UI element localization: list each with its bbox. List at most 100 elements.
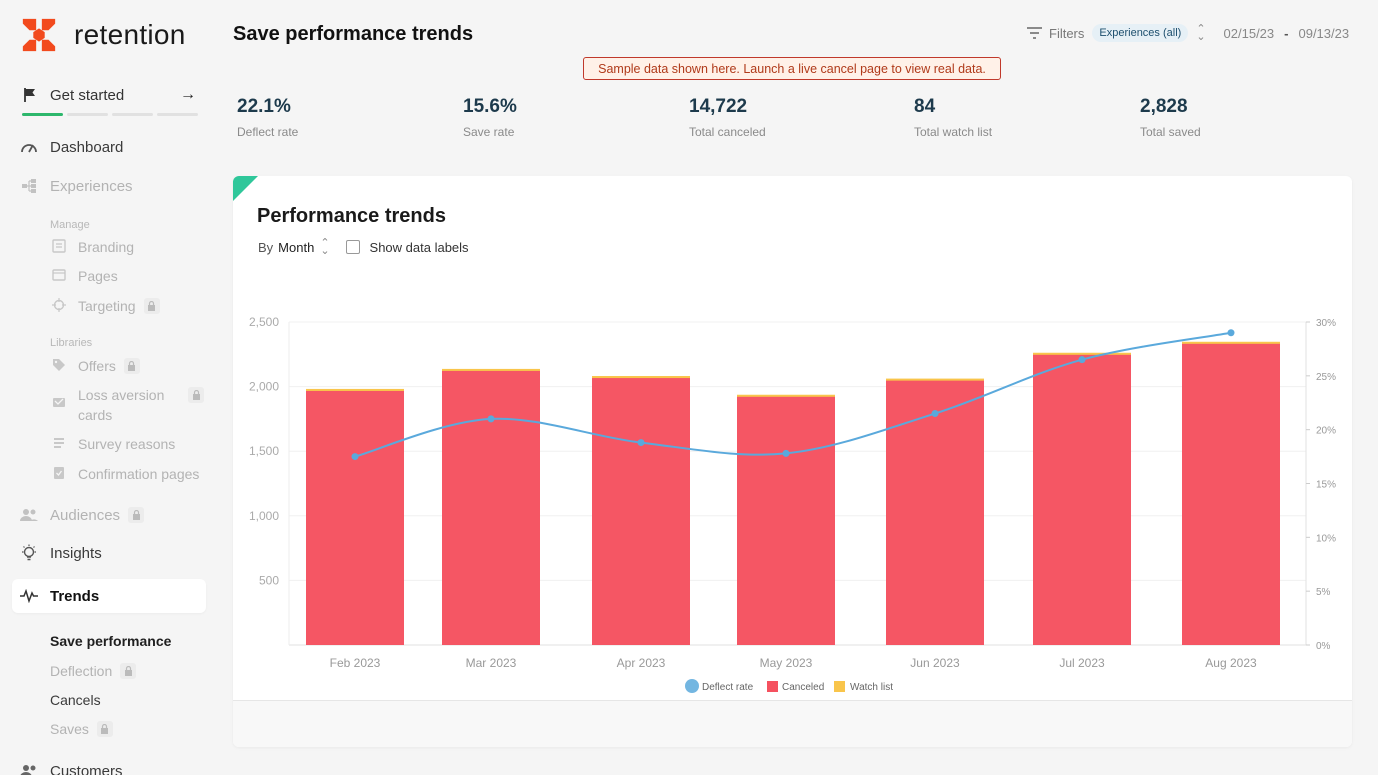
y-right-tick-label: 10%	[1316, 533, 1336, 544]
bar-watch-list	[442, 368, 540, 371]
sidebar-item-label: Confirmation pages	[78, 466, 200, 482]
performance-trends-card: Performance trends By Month ⌃ ⌄ Show data…	[233, 176, 1352, 747]
stat-label: Total saved	[1140, 125, 1201, 139]
bar-watch-list	[592, 376, 690, 379]
stat-value: 15.6%	[463, 96, 517, 117]
bar-watch-list	[306, 388, 404, 391]
stat-save-rate: 15.6% Save rate	[463, 96, 517, 139]
card-icon	[53, 398, 65, 407]
sidebar-item-label: Save performance	[50, 633, 172, 649]
sidebar-item-confirmation-pages[interactable]: Confirmation pages	[52, 464, 199, 484]
list-icon	[54, 438, 64, 448]
sidebar-subitem-saves[interactable]: Saves	[50, 721, 113, 737]
sidebar-item-loss-aversion-cards[interactable]: Loss aversion cards	[52, 385, 212, 425]
get-started-label: Get started	[50, 86, 125, 104]
card-title: Performance trends	[257, 205, 446, 227]
date-end[interactable]: 09/13/23	[1298, 25, 1350, 41]
point-deflect-rate	[1078, 356, 1086, 364]
sidebar-item-dashboard[interactable]: Dashboard	[20, 135, 123, 159]
sidebar-item-customers[interactable]: Customers	[20, 759, 123, 775]
performance-chart: 500 1,000 1,500 2,000 2,500 0% 5% 10% 15% 20% 25% 3…	[249, 315, 1336, 693]
sidebar-item-offers[interactable]: Offers	[52, 356, 140, 376]
x-tick-label: Jul 2023	[1059, 656, 1105, 670]
filters-label[interactable]: Filters	[1049, 25, 1085, 41]
get-started[interactable]: Get started →	[22, 84, 198, 116]
sidebar-item-insights[interactable]: Insights	[20, 541, 102, 565]
grouping-controls: By Month ⌃ ⌄ Show data labels	[258, 237, 469, 257]
people-icon	[20, 506, 38, 524]
sidebar-item-label: Dashboard	[50, 138, 124, 156]
y-left-tick-label: 1,000	[249, 509, 279, 523]
sidebar-subitem-cancels[interactable]: Cancels	[50, 692, 101, 708]
bar-canceled	[592, 377, 690, 645]
sidebar-item-label: Cancels	[50, 692, 101, 708]
stat-total-saved: 2,828 Total saved	[1140, 96, 1201, 139]
x-tick-label: Aug 2023	[1205, 656, 1257, 670]
sidebar-item-survey-reasons[interactable]: Survey reasons	[52, 434, 175, 454]
y-left-tick-label: 2,500	[249, 315, 279, 329]
point-deflect-rate	[351, 453, 359, 461]
stat-label: Deflect rate	[237, 125, 299, 139]
page-title: Save performance trends	[233, 23, 474, 45]
sidebar-item-branding[interactable]: Branding	[52, 237, 134, 257]
sidebar-item-label: Loss aversion cards	[78, 387, 165, 423]
date-start[interactable]: 02/15/23	[1223, 25, 1275, 41]
updown-icon[interactable]: ⌃ ⌄	[320, 237, 330, 257]
bar-watch-list	[1182, 341, 1280, 344]
point-deflect-rate	[782, 449, 790, 457]
sidebar-item-label: Targeting	[78, 298, 136, 314]
sidebar-item-label: Pages	[78, 268, 118, 284]
show-data-labels-checkbox[interactable]	[345, 240, 360, 254]
branding-icon	[52, 239, 66, 253]
stat-label: Save rate	[463, 125, 515, 139]
progress-step	[157, 113, 198, 116]
filters-bar[interactable]: Filters Experiences (all) ⌃ ⌄ 02/15/23 - …	[1027, 23, 1350, 43]
logo[interactable]: retention	[20, 16, 186, 54]
tag-icon	[53, 359, 65, 371]
updown-icon[interactable]: ⌃ ⌄	[1196, 23, 1206, 43]
pulse-icon	[20, 587, 38, 605]
lock-icon	[143, 298, 160, 314]
get-started-progress	[22, 113, 198, 116]
y-right-tick-label: 25%	[1316, 372, 1336, 383]
retention-logo-icon	[22, 18, 56, 52]
legend-swatch-deflect-rate	[685, 679, 699, 693]
sidebar-item-experiences[interactable]: Experiences	[20, 174, 133, 198]
sidebar-item-label: Trends	[50, 587, 100, 605]
stat-total-watch-list: 84 Total watch list	[914, 96, 992, 139]
y-left-tick-label: 2,000	[249, 380, 279, 394]
x-tick-label: Mar 2023	[466, 656, 517, 670]
stat-label: Total watch list	[914, 125, 993, 139]
bar-watch-list	[1033, 352, 1131, 355]
arrow-right-icon[interactable]: →	[180, 86, 196, 103]
bar-canceled	[442, 370, 540, 645]
by-label: By	[258, 239, 274, 255]
bar-watch-list	[737, 394, 835, 397]
x-tick-label: Feb 2023	[330, 656, 381, 670]
sidebar-item-label: Offers	[78, 358, 116, 374]
legend-label: Canceled	[782, 682, 824, 693]
sidebar-item-label: Audiences	[50, 506, 121, 524]
card-corner-accent	[233, 176, 258, 201]
stat-total-canceled: 14,722 Total canceled	[689, 96, 766, 139]
period-select[interactable]: Month	[278, 239, 315, 255]
sidebar-subitem-deflection[interactable]: Deflection	[50, 663, 137, 679]
document-check-icon	[54, 467, 64, 479]
sidebar-item-label: Experiences	[50, 177, 133, 195]
sidebar-item-label: Deflection	[50, 663, 113, 679]
sidebar-item-targeting[interactable]: Targeting	[52, 296, 160, 316]
progress-step	[112, 113, 153, 116]
y-right-tick-label: 0%	[1316, 641, 1331, 652]
show-data-labels-label[interactable]: Show data labels	[369, 239, 469, 255]
sidebar-item-audiences[interactable]: Audiences	[20, 503, 145, 527]
sample-data-banner: Sample data shown here. Launch a live ca…	[583, 57, 1001, 80]
experiences-filter-chip[interactable]: Experiences (all)	[1092, 24, 1189, 42]
sidebar-subitem-save-performance[interactable]: Save performance	[50, 633, 171, 649]
lock-icon	[96, 721, 113, 737]
point-deflect-rate	[637, 439, 645, 447]
sidebar-item-pages[interactable]: Pages	[52, 266, 118, 286]
sidebar-item-trends[interactable]: Trends	[20, 584, 99, 608]
pages-icon	[52, 269, 66, 281]
libraries-heading: Libraries	[50, 337, 93, 349]
lock-icon	[120, 663, 137, 679]
